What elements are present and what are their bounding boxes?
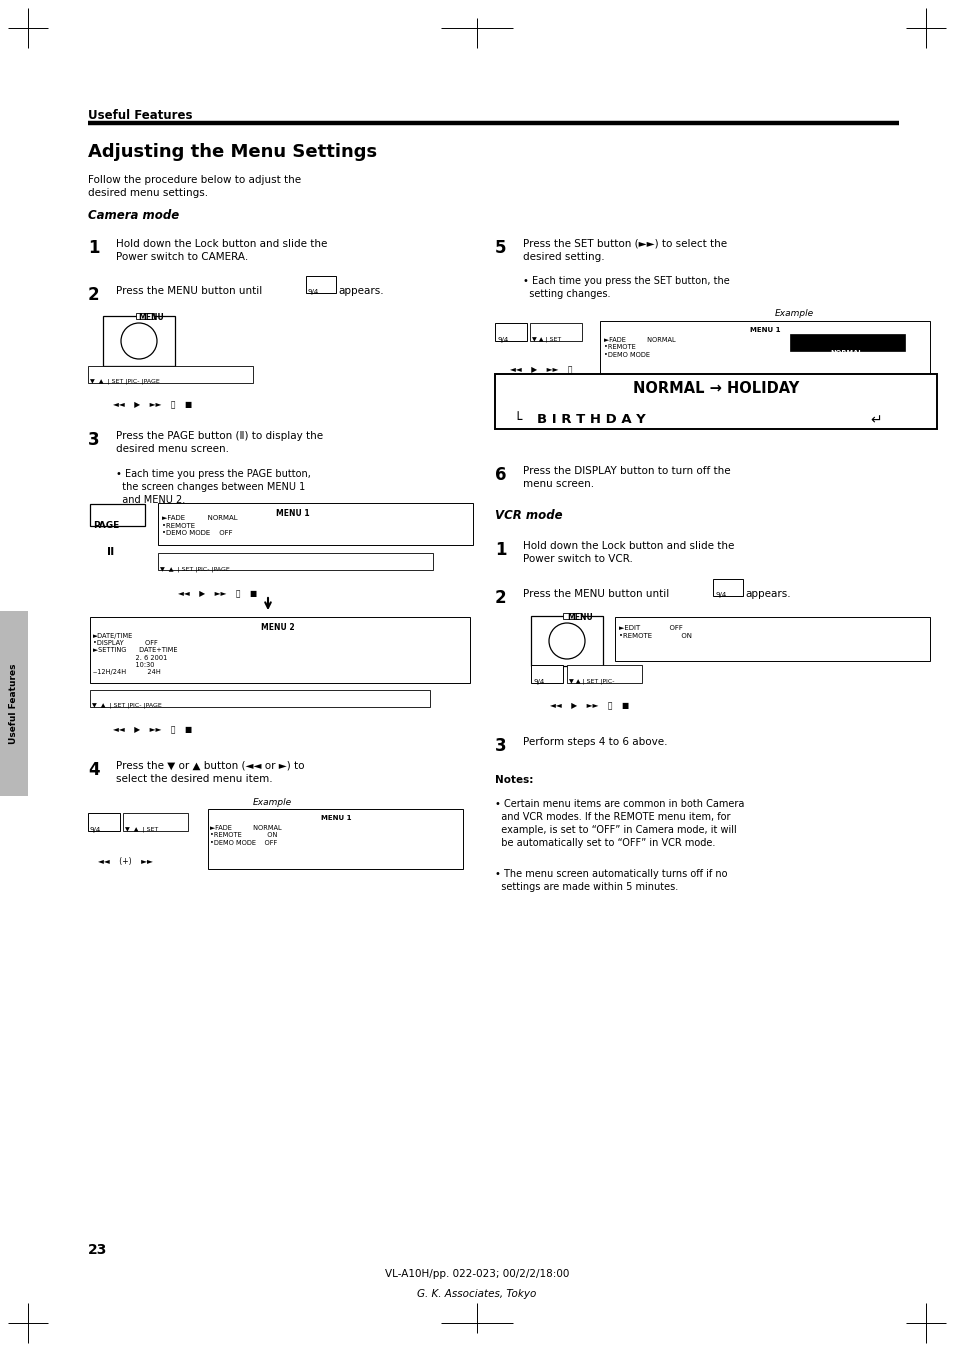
Text: ►FADE          NORMAL
•REMOTE
•DEMO MODE    OFF: ►FADE NORMAL •REMOTE •DEMO MODE OFF bbox=[162, 515, 237, 536]
Text: ◄◄    (+)    ►►: ◄◄ (+) ►► bbox=[98, 857, 152, 866]
Text: 9/4: 9/4 bbox=[497, 336, 508, 343]
Text: MENU 1: MENU 1 bbox=[320, 815, 351, 821]
Text: ▼  ▲  | SET |PIC- |PAGE: ▼ ▲ | SET |PIC- |PAGE bbox=[90, 380, 159, 385]
Text: ▼ ▲ | SET: ▼ ▲ | SET bbox=[532, 336, 560, 343]
Text: ►FADE          NORMAL
•REMOTE
•DEMO MODE: ►FADE NORMAL •REMOTE •DEMO MODE bbox=[603, 336, 675, 358]
Text: ◄◄    ▶    ►►    ⏹    ■: ◄◄ ▶ ►► ⏹ ■ bbox=[178, 589, 257, 598]
Text: 5: 5 bbox=[495, 239, 506, 257]
Bar bbox=[90, 690, 430, 707]
Text: ►DATE/TIME
•DISPLAY          OFF
►SETTING      DATE+TIME
                    2. : ►DATE/TIME •DISPLAY OFF ►SETTING DATE+TI… bbox=[92, 634, 177, 676]
Text: Press the MENU button until: Press the MENU button until bbox=[522, 589, 669, 598]
Bar bbox=[306, 276, 335, 293]
Text: VL-A10H/pp. 022-023; 00/2/2/18:00: VL-A10H/pp. 022-023; 00/2/2/18:00 bbox=[384, 1269, 569, 1279]
Bar bbox=[562, 613, 580, 619]
Text: Press the MENU button until: Press the MENU button until bbox=[116, 286, 262, 296]
Bar bbox=[90, 617, 470, 684]
Text: 3: 3 bbox=[495, 738, 506, 755]
Bar bbox=[158, 503, 473, 544]
Text: 9/4: 9/4 bbox=[308, 289, 319, 295]
Text: Camera mode: Camera mode bbox=[88, 209, 179, 222]
Text: Follow the procedure below to adjust the
desired menu settings.: Follow the procedure below to adjust the… bbox=[88, 176, 301, 197]
Text: Example: Example bbox=[774, 309, 813, 317]
Text: 9/4: 9/4 bbox=[714, 592, 725, 598]
Text: MENU: MENU bbox=[566, 613, 592, 621]
Text: ▼  ▲  | SET: ▼ ▲ | SET bbox=[125, 827, 158, 832]
Text: 9/4: 9/4 bbox=[90, 827, 101, 834]
Bar bbox=[495, 323, 526, 340]
Text: • Each time you press the SET button, the
  setting changes.: • Each time you press the SET button, th… bbox=[522, 276, 729, 299]
Bar bbox=[103, 316, 174, 366]
Bar bbox=[531, 616, 602, 666]
Text: Useful Features: Useful Features bbox=[10, 663, 18, 744]
Text: Ⅱ: Ⅱ bbox=[107, 547, 114, 557]
Text: 9/4: 9/4 bbox=[533, 680, 543, 685]
Text: 3: 3 bbox=[88, 431, 99, 449]
Text: ►EDIT             OFF
•REMOTE             ON: ►EDIT OFF •REMOTE ON bbox=[618, 626, 691, 639]
Text: NORMAL: NORMAL bbox=[830, 350, 862, 357]
Text: G. K. Associates, Tokyo: G. K. Associates, Tokyo bbox=[416, 1289, 537, 1300]
Text: Hold down the Lock button and slide the
Power switch to CAMERA.: Hold down the Lock button and slide the … bbox=[116, 239, 327, 262]
Text: Perform steps 4 to 6 above.: Perform steps 4 to 6 above. bbox=[522, 738, 667, 747]
Bar bbox=[123, 813, 188, 831]
Text: Useful Features: Useful Features bbox=[88, 109, 193, 122]
Text: 1: 1 bbox=[495, 540, 506, 559]
Bar bbox=[495, 374, 936, 430]
Text: ◄◄    ▶    ►►    ⏹    ■: ◄◄ ▶ ►► ⏹ ■ bbox=[550, 701, 629, 711]
Bar bbox=[566, 665, 641, 684]
Bar bbox=[158, 553, 433, 570]
Text: 2: 2 bbox=[88, 286, 99, 304]
Bar bbox=[531, 665, 562, 684]
Bar bbox=[789, 334, 904, 351]
Text: 6: 6 bbox=[495, 466, 506, 484]
Text: ►FADE          NORMAL
•REMOTE            ON
•DEMO MODE    OFF: ►FADE NORMAL •REMOTE ON •DEMO MODE OFF bbox=[210, 825, 281, 846]
Text: MENU: MENU bbox=[138, 313, 164, 322]
Text: ◄◄    ▶    ►►    ⏹: ◄◄ ▶ ►► ⏹ bbox=[510, 365, 572, 374]
Bar bbox=[88, 813, 120, 831]
Text: MENU 1: MENU 1 bbox=[276, 509, 310, 517]
Bar bbox=[208, 809, 462, 869]
Text: MENU 2: MENU 2 bbox=[261, 623, 294, 632]
Text: VCR mode: VCR mode bbox=[495, 509, 562, 521]
Text: 2: 2 bbox=[495, 589, 506, 607]
Text: Example: Example bbox=[253, 798, 292, 807]
Text: └: └ bbox=[513, 413, 521, 427]
Bar bbox=[530, 323, 581, 340]
Text: MENU 1: MENU 1 bbox=[749, 327, 780, 332]
Text: • The menu screen automatically turns off if no
  settings are made within 5 min: • The menu screen automatically turns of… bbox=[495, 869, 727, 892]
Text: Press the DISPLAY button to turn off the
menu screen.: Press the DISPLAY button to turn off the… bbox=[522, 466, 730, 489]
Text: appears.: appears. bbox=[337, 286, 383, 296]
Bar bbox=[615, 617, 929, 661]
Text: ▼  ▲  | SET |PIC- |PAGE: ▼ ▲ | SET |PIC- |PAGE bbox=[160, 566, 230, 571]
Text: • Each time you press the PAGE button,
  the screen changes between MENU 1
  and: • Each time you press the PAGE button, t… bbox=[116, 469, 311, 505]
Bar bbox=[136, 313, 153, 319]
Text: • Certain menu items are common in both Camera
  and VCR modes. If the REMOTE me: • Certain menu items are common in both … bbox=[495, 798, 743, 848]
Bar bbox=[0, 611, 28, 796]
Text: PAGE: PAGE bbox=[92, 521, 119, 530]
Text: B I R T H D A Y: B I R T H D A Y bbox=[537, 413, 645, 426]
Text: ▼  ▲  | SET |PIC- |PAGE: ▼ ▲ | SET |PIC- |PAGE bbox=[91, 703, 162, 708]
Text: 1: 1 bbox=[88, 239, 99, 257]
Text: Notes:: Notes: bbox=[495, 775, 533, 785]
Bar bbox=[90, 504, 145, 526]
Text: 23: 23 bbox=[88, 1243, 108, 1256]
Text: ▼ ▲ | SET |PIC-: ▼ ▲ | SET |PIC- bbox=[568, 680, 614, 685]
Text: Press the PAGE button (Ⅱ) to display the
desired menu screen.: Press the PAGE button (Ⅱ) to display the… bbox=[116, 431, 323, 454]
Text: ◄◄    ▶    ►►    ⏹    ■: ◄◄ ▶ ►► ⏹ ■ bbox=[112, 400, 193, 409]
Bar bbox=[88, 366, 253, 382]
Bar bbox=[599, 322, 929, 382]
Text: appears.: appears. bbox=[744, 589, 790, 598]
Text: NORMAL → HOLIDAY: NORMAL → HOLIDAY bbox=[632, 381, 799, 396]
Text: ◄◄    ▶    ►►    ⏹    ■: ◄◄ ▶ ►► ⏹ ■ bbox=[112, 725, 193, 734]
Text: Press the SET button (►►) to select the
desired setting.: Press the SET button (►►) to select the … bbox=[522, 239, 726, 262]
Text: ↵: ↵ bbox=[869, 413, 881, 427]
Text: Hold down the Lock button and slide the
Power switch to VCR.: Hold down the Lock button and slide the … bbox=[522, 540, 734, 563]
Text: Adjusting the Menu Settings: Adjusting the Menu Settings bbox=[88, 143, 376, 161]
Bar bbox=[712, 580, 742, 596]
Text: Press the ▼ or ▲ button (◄◄ or ►) to
select the desired menu item.: Press the ▼ or ▲ button (◄◄ or ►) to sel… bbox=[116, 761, 304, 784]
Text: 4: 4 bbox=[88, 761, 99, 780]
